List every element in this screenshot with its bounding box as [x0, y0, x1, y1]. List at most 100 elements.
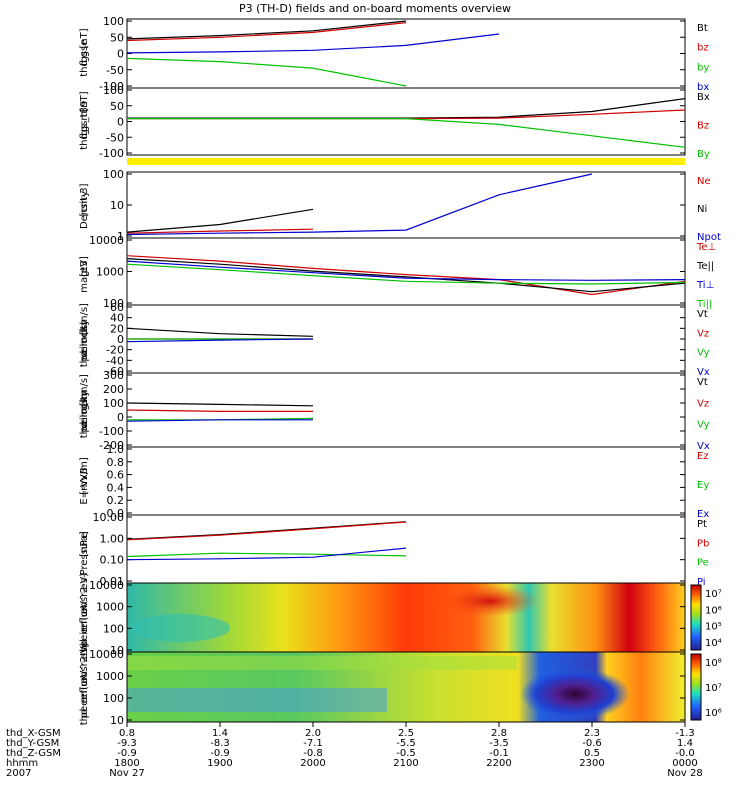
y-tick-label: 10000 [89, 648, 124, 661]
y-tick-label: 0 [117, 116, 124, 129]
legend-Pt: Pt [697, 519, 707, 530]
y-tick-label: 20 [110, 322, 124, 335]
column-value: 2000 [300, 758, 325, 769]
y-tick-label: -60 [106, 365, 124, 378]
y-tick-label: 50 [110, 31, 124, 44]
series-bz [126, 22, 407, 42]
column-value: -0.6 [582, 738, 602, 749]
y-label-line: thd [79, 133, 90, 150]
column-value: 2.0 [305, 728, 321, 739]
y-tick-label: 10 [110, 199, 124, 212]
spectrogram-peak [440, 585, 540, 617]
series-Npot [126, 173, 593, 236]
column-value: 1900 [207, 758, 232, 769]
y-label-line: (cm^2-s- [79, 574, 90, 621]
y-axis-label: E=-VxB[mV/m] [79, 457, 90, 505]
y-tick-label: 1.0 [107, 443, 125, 456]
legend-By: By [697, 149, 710, 160]
y-label-line: eflux [79, 675, 90, 700]
y-label-line: thd [79, 422, 90, 439]
y-label-line: [nT] [79, 91, 90, 111]
series-Ti⊥ [126, 260, 686, 281]
column-value: 2300 [579, 758, 604, 769]
column-value: -0.0 [675, 748, 695, 759]
y-label-line: [km/s] [79, 303, 90, 335]
y-label-line: gsm [79, 111, 90, 132]
series-Bz [127, 109, 686, 120]
panel-peer-spec: 10000100010010thdpeerenefluxeV(cm^2-s-sr… [79, 642, 722, 727]
column-value: 2.8 [491, 728, 507, 739]
y-label-line: [nPa] [79, 531, 90, 557]
column-value: 2200 [486, 758, 511, 769]
y-label-line: [mV/m] [79, 457, 90, 495]
y-label-line: eflux [79, 605, 90, 630]
y-label-line: eV [79, 670, 90, 683]
y-tick-label: 0.01 [100, 575, 125, 588]
series-By [127, 118, 686, 148]
column-value: -1.3 [675, 728, 695, 739]
y-tick-label: 10000 [89, 234, 124, 247]
column-value: 0.5 [584, 748, 600, 759]
panel-frame [126, 237, 686, 306]
y-tick-label: 0.6 [107, 469, 125, 482]
y-label-line: gsm [79, 389, 90, 410]
y-tick-label: 100 [103, 297, 124, 310]
series-Vx [126, 338, 314, 343]
spectrogram-peir [127, 583, 685, 652]
legend-Te⊥: Te⊥ [696, 242, 716, 253]
legend-Te||: Te|| [696, 261, 714, 272]
y-tick-label: -100 [99, 147, 124, 160]
spectrogram-band-top [127, 656, 517, 670]
column-value: -8.3 [210, 738, 230, 749]
y-label-line: [km/s] [79, 374, 90, 406]
y-tick-label: 1000 [96, 670, 124, 683]
legend-by: by [697, 62, 709, 73]
panel-frame [126, 18, 686, 89]
series-by [126, 57, 407, 87]
colorbar-tick-label: 10⁶ [705, 708, 722, 719]
column-value: -0.8 [303, 748, 323, 759]
y-tick-label: -40 [106, 354, 124, 367]
y-tick-label: 1000 [96, 601, 124, 614]
y-label-line: peer [79, 695, 90, 719]
data-gap-band [127, 158, 685, 165]
legend-Vz: Vz [697, 398, 709, 409]
legend-Ni: Ni [697, 204, 707, 215]
y-label-line: gse [79, 40, 90, 58]
y-label-line: [nT] [79, 28, 90, 48]
legend-Vt: Vt [697, 377, 708, 388]
series-Ti|| [126, 263, 686, 285]
legend-Vz: Vz [697, 328, 709, 339]
y-tick-label: 10000 [89, 579, 124, 592]
series-Te|| [126, 258, 686, 293]
y-tick-label: -50 [106, 131, 124, 144]
panel-frame [126, 372, 686, 448]
column-value: -0.9 [210, 748, 230, 759]
column-value: 1800 [114, 758, 139, 769]
y-tick-label: -50 [106, 64, 124, 77]
row-label: thd_X-GSM [6, 728, 61, 739]
y-label-line: sr-eV) [79, 573, 90, 602]
legend-Pb: Pb [697, 538, 709, 549]
column-value: 0.8 [119, 728, 135, 739]
y-tick-label: 100 [103, 15, 124, 28]
series-Bx [127, 98, 686, 119]
series-Pe [126, 552, 407, 558]
series-Te⊥ [126, 255, 686, 296]
column-value: 2.5 [398, 728, 414, 739]
legend-Vx: Vx [697, 441, 710, 452]
y-label-line: sr-eV) [79, 642, 90, 671]
y-label-line: peir [79, 627, 90, 647]
y-tick-label: 0.10 [100, 554, 125, 567]
y-label-line: Pressure [79, 533, 90, 576]
y-tick-label: 1000 [96, 266, 124, 279]
panel-frame [126, 87, 686, 156]
y-tick-label: 0 [117, 333, 124, 346]
y-tick-label: 0.4 [107, 481, 125, 494]
colorbar [690, 653, 702, 721]
y-label-line: magt3 [79, 260, 90, 293]
y-tick-label: 0.0 [107, 507, 125, 520]
y-tick-label: -100 [99, 80, 124, 93]
